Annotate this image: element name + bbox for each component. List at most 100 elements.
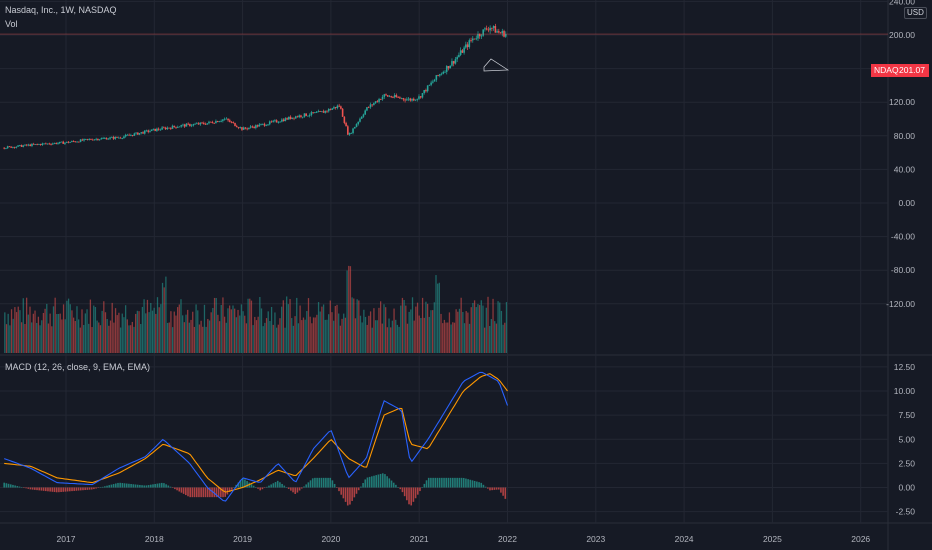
volume-bar	[317, 302, 320, 353]
candle-body	[93, 139, 96, 141]
volume-bar	[171, 327, 174, 353]
volume-bar	[133, 326, 135, 353]
candle-body	[60, 141, 63, 143]
macd-histogram-bar	[314, 477, 316, 488]
volume-bar	[390, 327, 392, 353]
macd-histogram-bar	[125, 483, 128, 488]
candle-body	[31, 143, 33, 147]
macd-histogram-bar	[31, 487, 34, 490]
volume-bar	[410, 309, 412, 353]
macd-histogram-bar	[338, 487, 340, 492]
volume-bar	[99, 325, 102, 353]
candle-body	[79, 139, 82, 143]
volume-bar	[467, 312, 469, 353]
macd-histogram-bar	[226, 487, 229, 495]
volume-bar	[487, 296, 489, 353]
candle-body	[88, 139, 91, 140]
candle-body	[496, 31, 498, 33]
candle-body	[416, 98, 419, 100]
volume-bar	[150, 302, 152, 353]
macd-histogram-bar	[305, 484, 307, 488]
candle-body	[76, 141, 78, 143]
candle-body	[352, 128, 354, 134]
candle-body	[402, 98, 405, 100]
candle-body	[386, 95, 389, 97]
volume-bar	[279, 318, 281, 353]
candle-body	[43, 143, 45, 145]
volume-bar	[463, 323, 466, 353]
volume-bar	[163, 287, 165, 353]
macd-histogram-bar	[416, 487, 419, 495]
macd-histogram-bar	[460, 477, 463, 488]
candle-body	[57, 143, 59, 144]
volume-bar	[418, 315, 420, 353]
volume-bar	[182, 315, 184, 353]
time-axis-label: 2023	[586, 534, 605, 544]
candle-body	[270, 121, 273, 123]
volume-label[interactable]: Vol	[5, 19, 18, 29]
candle-body	[385, 94, 387, 96]
volume-bar	[79, 327, 81, 353]
candle-body	[10, 146, 12, 148]
price-axis-label: -120.00	[886, 299, 915, 309]
candle-body	[390, 96, 393, 98]
candle-body	[331, 108, 334, 110]
candle-body	[347, 126, 349, 135]
candle-body	[189, 123, 191, 126]
volume-bar	[146, 299, 149, 353]
volume-bar	[217, 314, 219, 353]
volume-bar	[391, 320, 394, 353]
macd-histogram-bar	[274, 482, 277, 488]
volume-bar	[234, 308, 236, 353]
volume-bar	[475, 307, 477, 353]
candle-body	[124, 134, 127, 137]
volume-bar	[151, 310, 154, 353]
candle-body	[138, 133, 141, 135]
candle-body	[291, 117, 294, 119]
macd-histogram-bar	[318, 477, 321, 488]
volume-bar	[158, 307, 160, 353]
macd-histogram-bar	[349, 487, 351, 505]
macd-histogram-bar	[255, 487, 257, 488]
macd-histogram-bar	[79, 487, 82, 491]
macd-histogram-bar	[220, 487, 222, 498]
candle-body	[192, 124, 195, 126]
volume-bar	[396, 324, 399, 353]
candle-body	[235, 126, 238, 128]
volume-bar	[430, 310, 432, 353]
macd-histogram-bar	[136, 484, 139, 488]
macd-histogram-bar	[117, 482, 119, 488]
volume-bar	[136, 310, 139, 353]
candle-body	[459, 50, 462, 55]
candle-body	[241, 127, 243, 130]
volume-bar	[425, 301, 427, 353]
candle-body	[333, 107, 335, 109]
volume-bar	[448, 312, 451, 353]
candle-body	[272, 120, 275, 122]
volume-bar	[321, 306, 323, 353]
macd-histogram-bar	[169, 486, 172, 488]
macd-histogram-bar	[110, 484, 113, 488]
macd-histogram-bar	[480, 482, 483, 488]
currency-badge[interactable]: USD	[904, 7, 927, 19]
symbol-title[interactable]: Nasdaq, Inc., 1W, NASDAQ	[5, 5, 117, 15]
volume-bar	[86, 309, 88, 353]
macd-label[interactable]: MACD (12, 26, close, 9, EMA, EMA)	[5, 362, 151, 372]
candle-body	[135, 132, 137, 134]
macd-histogram-bar	[195, 487, 198, 498]
macd-histogram-bar	[425, 480, 428, 488]
candle-body	[220, 120, 222, 122]
candle-body	[143, 130, 146, 134]
candle-body	[128, 134, 130, 136]
macd-histogram-bar	[180, 487, 183, 493]
macd-histogram-bar	[97, 487, 100, 488]
macd-histogram-bar	[362, 483, 364, 488]
candle-body	[114, 136, 117, 139]
volume-bar	[160, 304, 162, 353]
candle-body	[105, 138, 108, 140]
candle-body	[307, 115, 309, 117]
macd-histogram-bar	[104, 486, 106, 488]
candle-body	[6, 146, 9, 149]
candle-body	[268, 121, 271, 125]
